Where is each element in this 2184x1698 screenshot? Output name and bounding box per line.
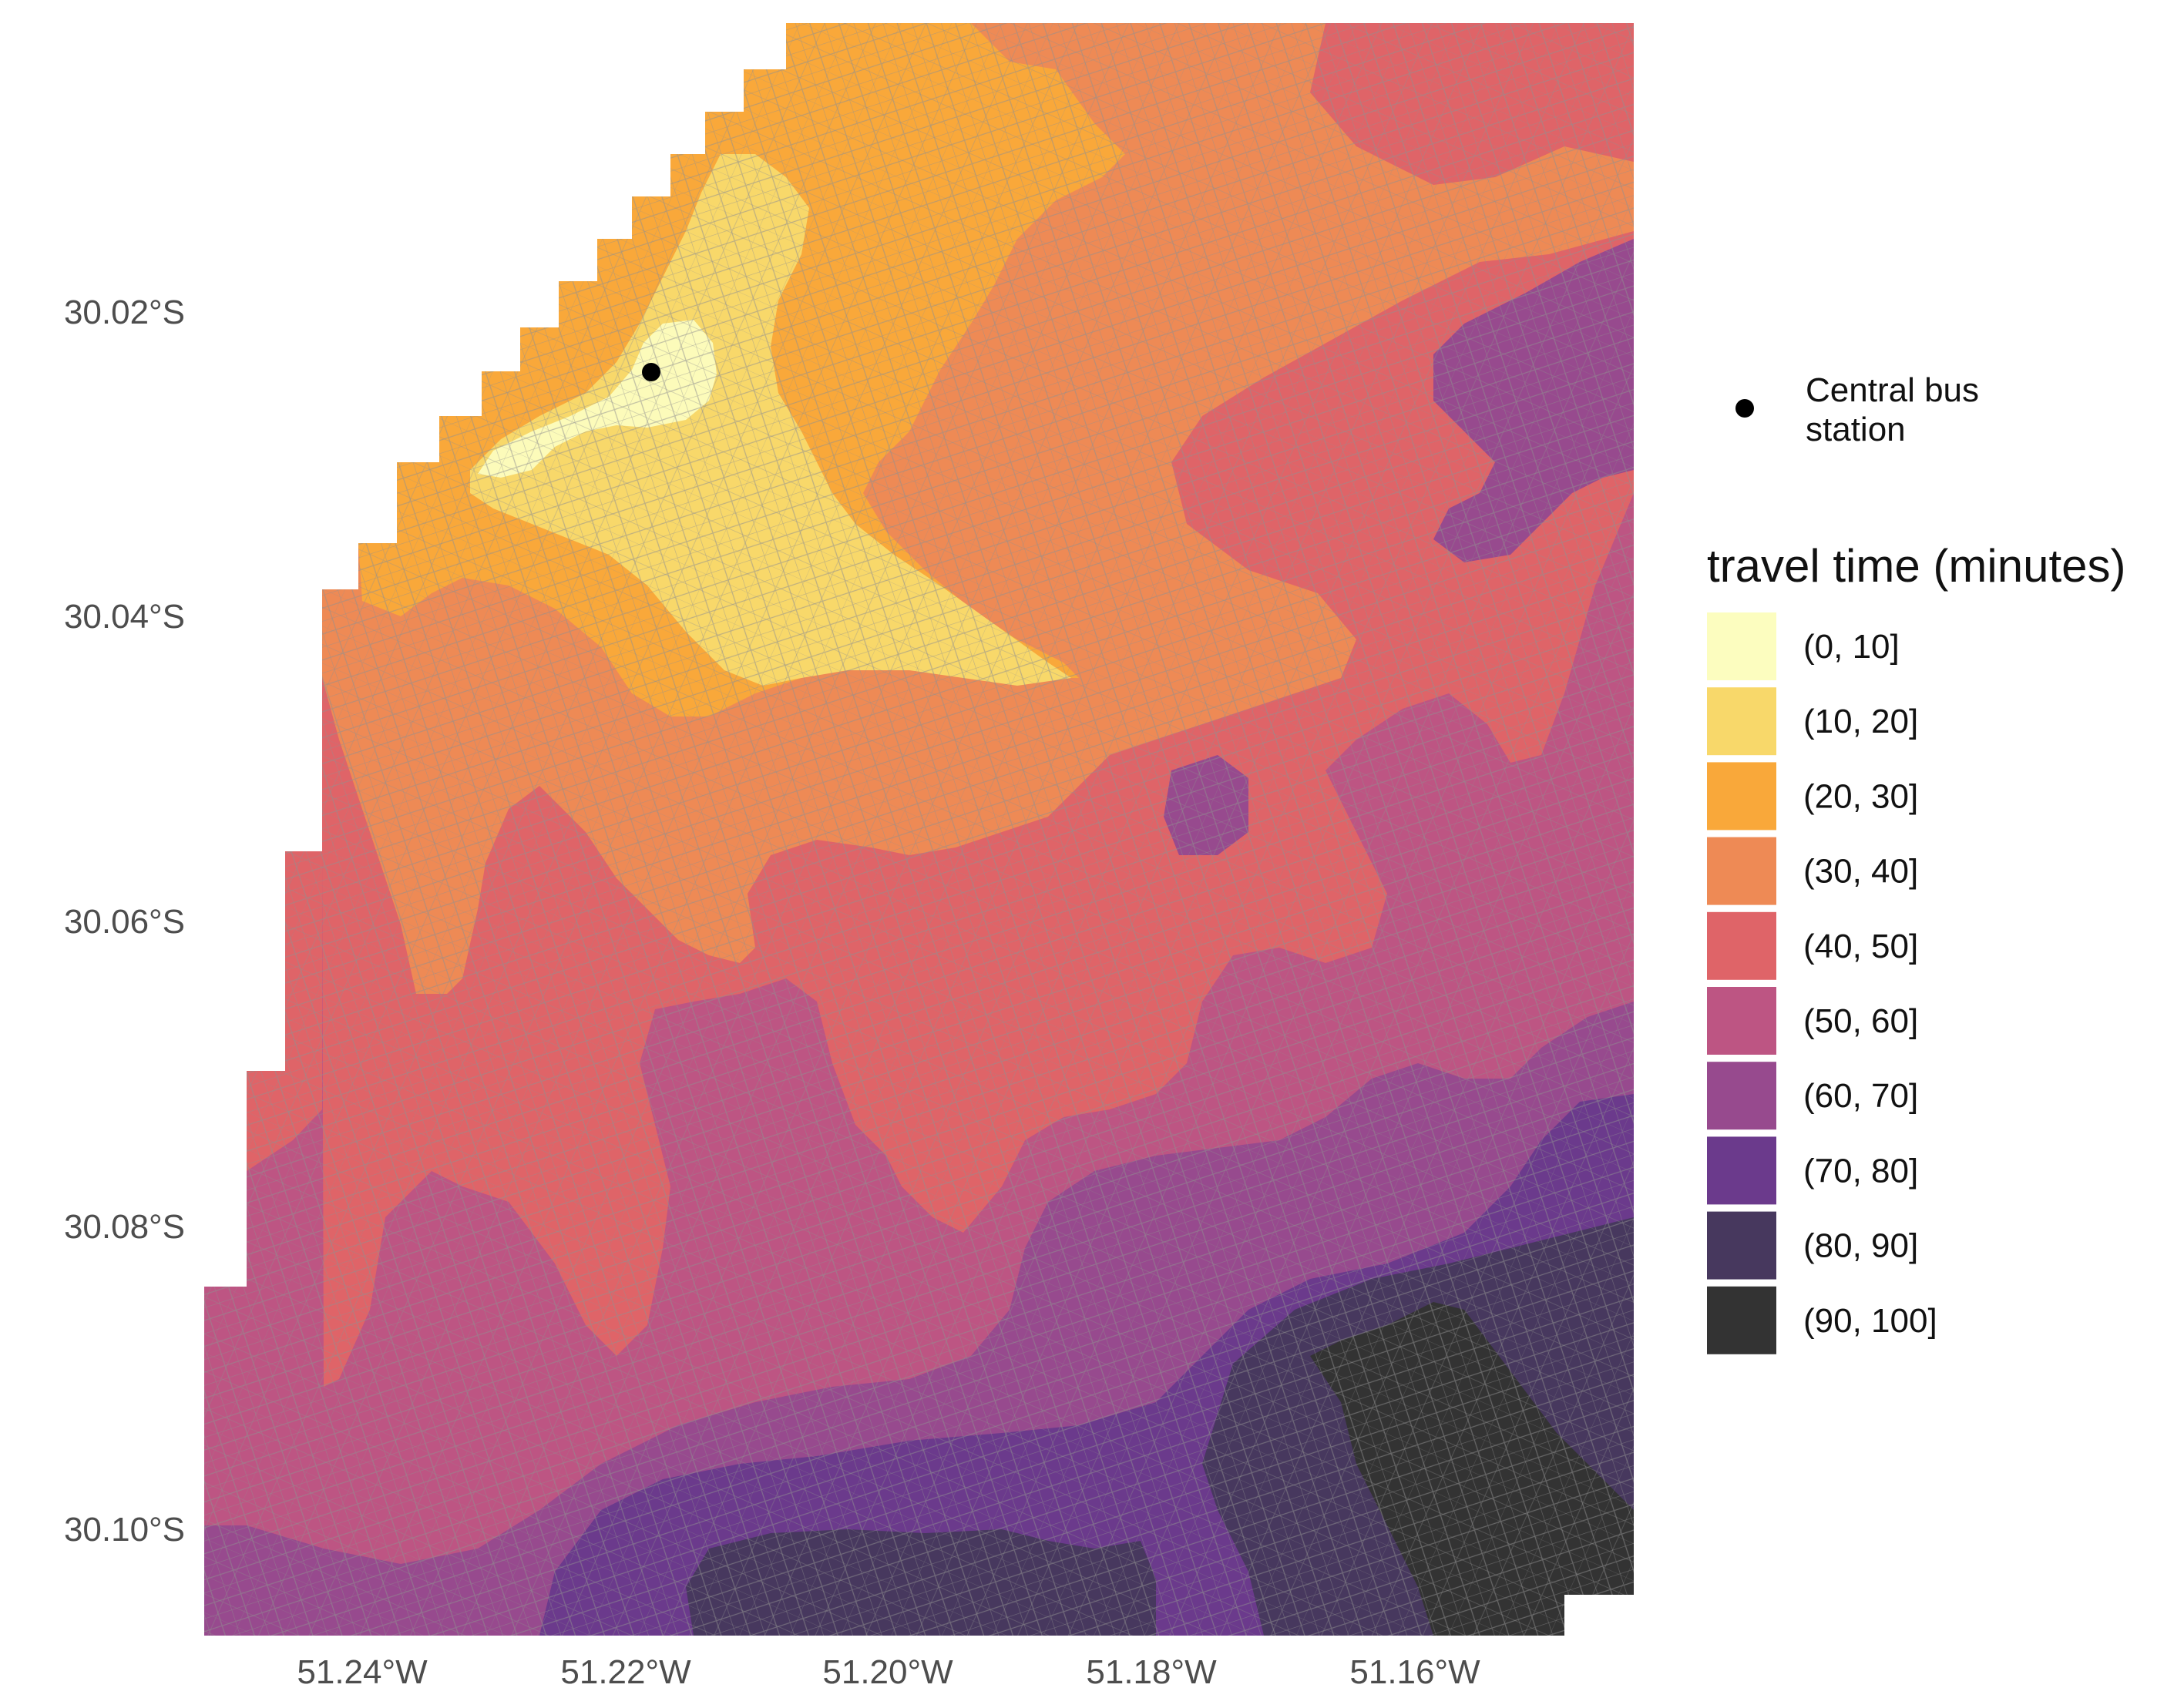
isochrone-layer: [204, 23, 1634, 1636]
legend-label: (90, 100]: [1803, 1302, 1937, 1340]
legend-swatch: [1707, 987, 1776, 1055]
central-bus-station-marker: [642, 363, 660, 381]
legend-label: (20, 30]: [1803, 777, 1918, 815]
legend-label: (40, 50]: [1803, 928, 1918, 965]
x-axis-label: 51.24°W: [297, 1653, 428, 1691]
fill-legend: travel time (minutes) (0, 10] (10, 20] (20…: [1707, 540, 2125, 1354]
legend-swatch: [1707, 612, 1776, 680]
legend-label: (60, 70]: [1803, 1077, 1918, 1115]
legend-label: (30, 40]: [1803, 853, 1918, 891]
legend-swatch: [1707, 1062, 1776, 1130]
legend-label: (0, 10]: [1803, 628, 1900, 666]
y-axis-label: 30.08°S: [64, 1208, 185, 1246]
x-axis-label: 51.20°W: [822, 1653, 953, 1691]
legend-point-key: [1735, 399, 1754, 418]
legend-label: (70, 80]: [1803, 1152, 1918, 1190]
y-axis-label: 30.06°S: [64, 903, 185, 941]
legend-swatch: [1707, 1136, 1776, 1205]
legend-swatch: [1707, 911, 1776, 980]
legend-title: travel time (minutes): [1707, 540, 2125, 592]
legend-label: (80, 90]: [1803, 1227, 1918, 1265]
legend-label: (10, 20]: [1803, 703, 1918, 740]
legend-swatch: [1707, 687, 1776, 756]
y-axis-label: 30.02°S: [64, 294, 185, 331]
x-axis-label: 51.16°W: [1349, 1653, 1480, 1691]
legend-point-label-line2: station: [1806, 411, 1906, 448]
legend-swatch: [1707, 762, 1776, 831]
y-axis-label: 30.10°S: [64, 1511, 185, 1549]
legend-swatch: [1707, 1211, 1776, 1280]
legend-point-label-line1: Central bus: [1806, 371, 1979, 409]
point-legend: Central bus station: [1735, 371, 1979, 448]
legend-swatch: [1707, 837, 1776, 905]
legend-label: (50, 60]: [1803, 1002, 1918, 1040]
y-axis-label: 30.04°S: [64, 598, 185, 636]
x-axis-label: 51.18°W: [1086, 1653, 1217, 1691]
legend-swatch: [1707, 1286, 1776, 1354]
x-axis-label: 51.22°W: [560, 1653, 691, 1691]
